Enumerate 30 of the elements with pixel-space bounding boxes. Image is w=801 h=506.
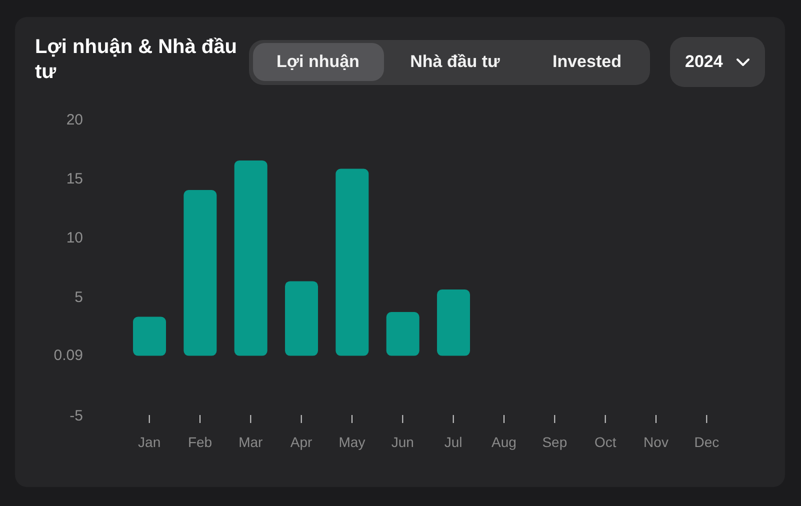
bar xyxy=(285,281,318,356)
x-tick-label: May xyxy=(338,434,366,450)
x-tick-label: Apr xyxy=(290,434,313,450)
y-tick-label: -5 xyxy=(70,407,83,424)
y-tick-label: 5 xyxy=(74,288,83,306)
text: Invested xyxy=(552,52,622,71)
x-tick-label: Dec xyxy=(694,434,720,450)
bar xyxy=(234,160,268,356)
text: Nhà đầu tư xyxy=(410,52,500,71)
y-tick-label: 15 xyxy=(66,170,83,188)
x-tick-label: Aug xyxy=(492,434,516,450)
x-tick-label: Mar xyxy=(238,434,264,450)
x-tick-label: Sep xyxy=(542,434,568,450)
x-tick-label: Jul xyxy=(444,434,462,450)
text: Lợi nhuận xyxy=(276,52,360,71)
bar xyxy=(437,289,470,356)
bar xyxy=(336,168,369,356)
x-tick-label: Nov xyxy=(644,434,668,450)
x-tick-label: Jan xyxy=(138,434,161,450)
y-tick-label: 10 xyxy=(66,230,83,247)
text: 2024 xyxy=(685,52,723,72)
chart-title: Lợi nhuận & Nhà đầu tư xyxy=(35,35,238,85)
x-tick-label: Jun xyxy=(391,434,414,450)
x-tick-label: Feb xyxy=(188,434,212,450)
bar xyxy=(184,190,217,356)
y-tick-label: 0.09 xyxy=(54,347,83,364)
x-tick-label: Oct xyxy=(594,434,616,450)
bar xyxy=(133,316,166,356)
y-tick-label: 20 xyxy=(66,111,83,128)
bar xyxy=(386,312,420,356)
